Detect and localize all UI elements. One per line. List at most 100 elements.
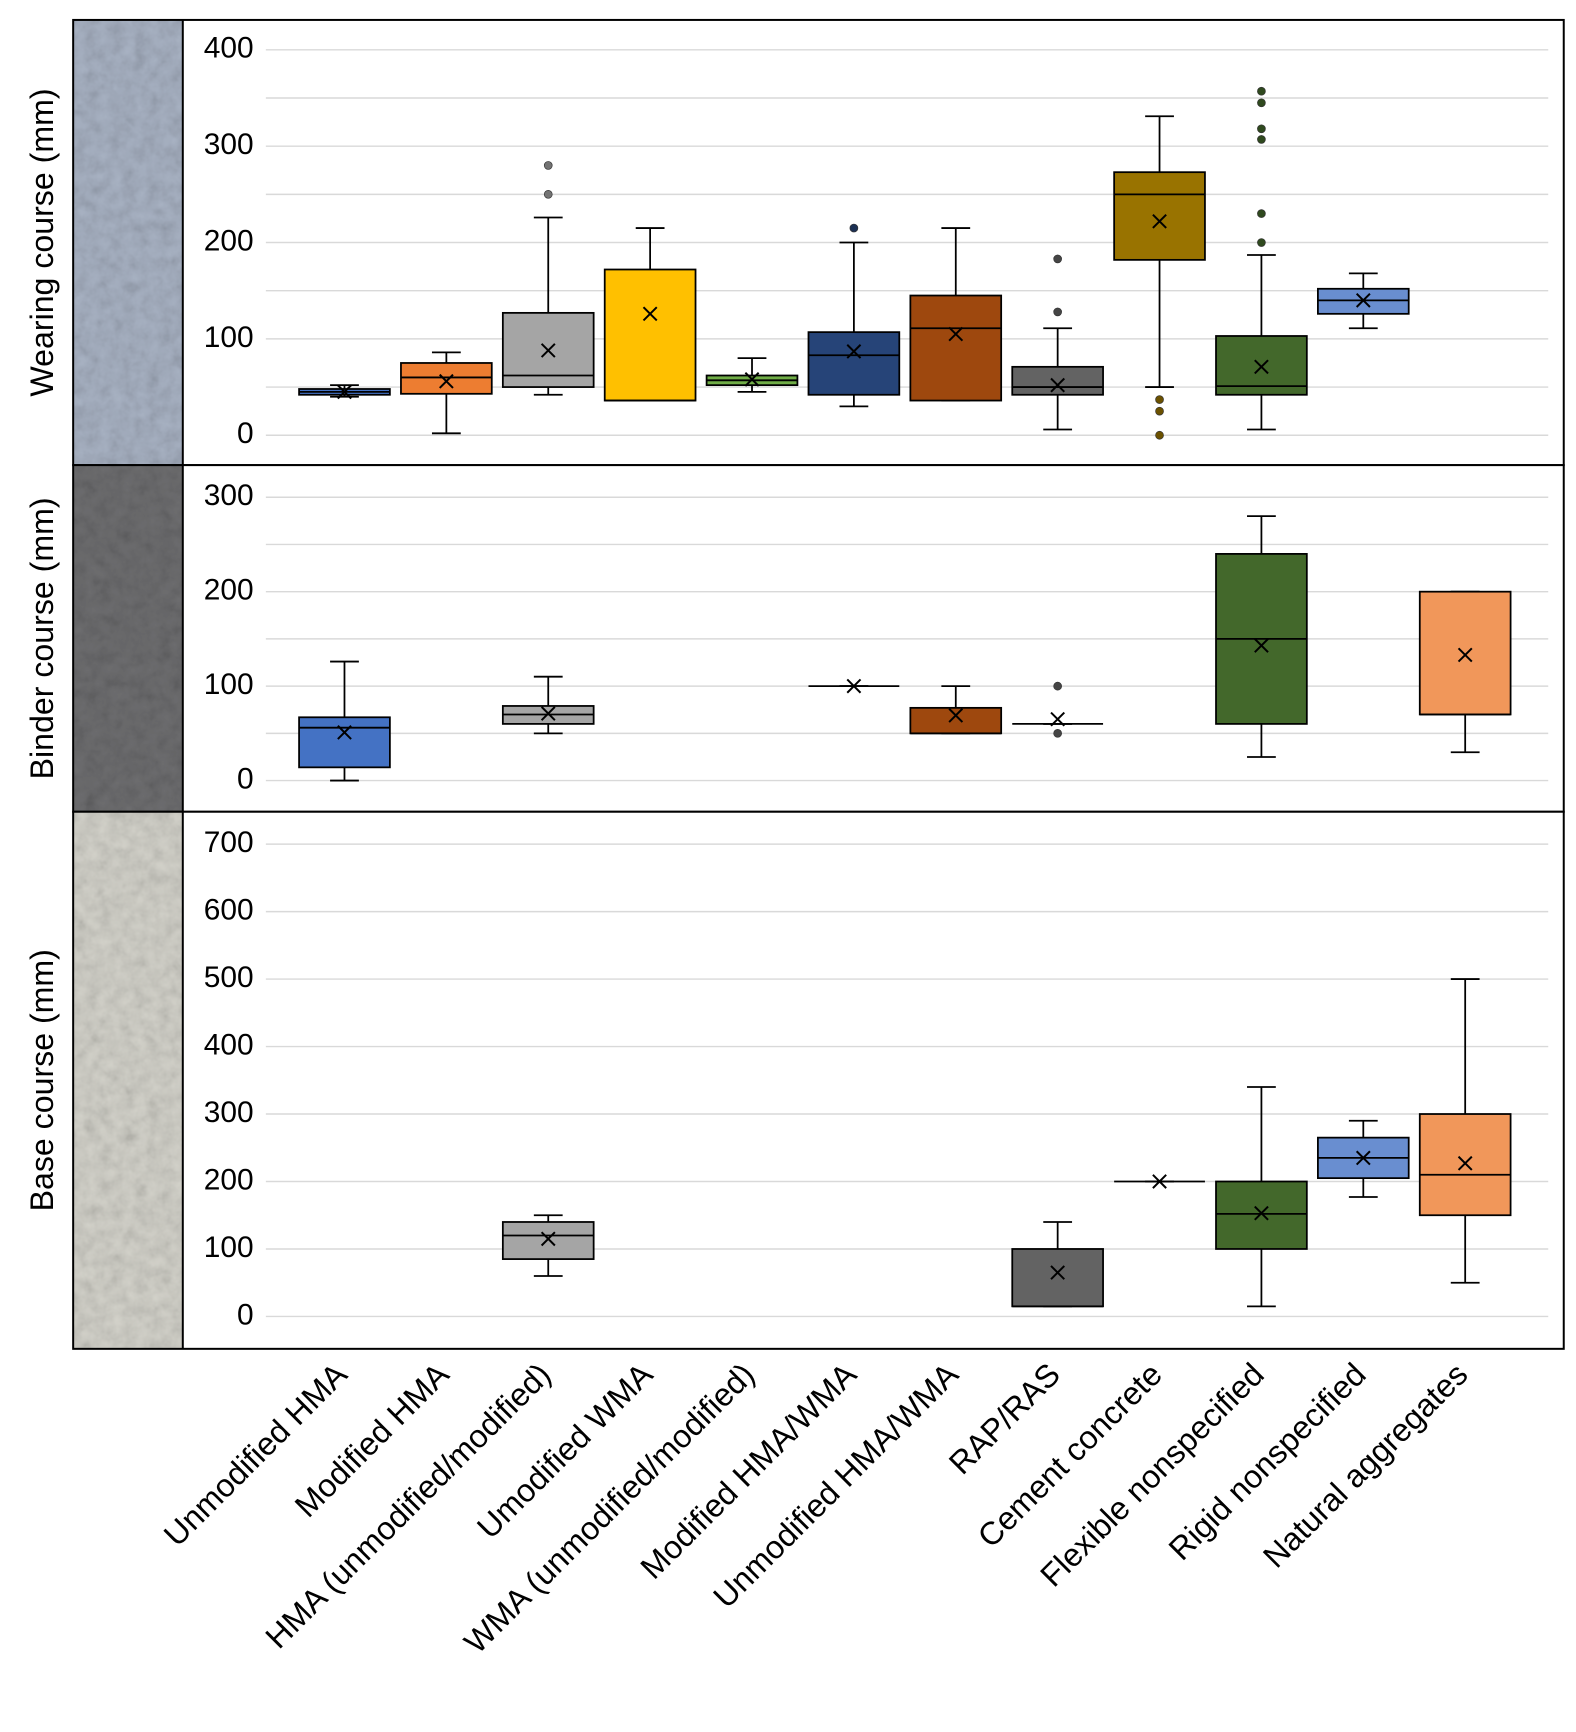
mean-marker: [337, 384, 352, 400]
box: [909, 706, 1003, 735]
box-plot: [1418, 978, 1512, 1284]
outlier: [1257, 98, 1266, 108]
y-tick-label: 300: [204, 1096, 254, 1129]
mean-marker: [1254, 1205, 1269, 1221]
box: [909, 294, 1003, 402]
box-plot: [909, 227, 1003, 402]
box-plot: [1012, 681, 1104, 738]
panel: 0 100 200 300 Binder course (mm): [24, 464, 1565, 813]
panel-frame: [72, 810, 1565, 1350]
mean-marker: [1254, 638, 1269, 653]
box-plot: [298, 384, 391, 400]
mean-marker: [1050, 1265, 1066, 1280]
box-plot: [298, 660, 391, 782]
box-plot: [909, 685, 1003, 735]
outlier: [1257, 135, 1266, 144]
outlier: [543, 161, 553, 170]
panel: 0 100 200 300 400 500 600 700 Base course (mm): [24, 810, 1565, 1350]
box: [603, 268, 697, 402]
x-tick-label: Umodified WMA: [470, 1356, 660, 1546]
panel: 0 100 200 300 400 Wearing course (mm): [24, 18, 1565, 467]
box: [501, 1221, 595, 1260]
y-tick-label: 600: [204, 893, 254, 926]
mean-marker: [642, 306, 658, 322]
y-tick-label: 0: [237, 762, 254, 795]
mean-marker: [846, 678, 862, 694]
box-plot: [705, 357, 799, 393]
box: [1215, 1180, 1308, 1250]
mean-marker: [948, 708, 964, 723]
y-tick-label: 100: [204, 321, 254, 354]
mean-marker: [948, 326, 964, 342]
box-plot: [1011, 1221, 1104, 1308]
y-tick-label: 0: [237, 417, 254, 450]
box: [298, 716, 391, 769]
y-tick-label: 100: [204, 668, 254, 701]
mean-marker: [1050, 711, 1066, 727]
mean-marker: [540, 1231, 556, 1247]
box: [1113, 171, 1206, 261]
y-tick-label: 200: [204, 574, 254, 607]
outlier: [1155, 406, 1164, 416]
outlier: [1257, 238, 1266, 247]
outlier: [1053, 307, 1062, 317]
mean-marker: [1457, 647, 1473, 663]
box: [1215, 335, 1308, 396]
box-plot: [1317, 272, 1410, 330]
box: [807, 331, 901, 396]
mean-marker: [1355, 292, 1371, 308]
mean-marker: [1254, 359, 1269, 375]
y-tick-label: 200: [204, 224, 254, 257]
outlier: [1257, 209, 1266, 218]
x-tick-label: Unmodified HMA: [157, 1356, 354, 1553]
mean-marker: [744, 372, 760, 387]
panels: 0 100 200 300 400 Wearing course (mm) 0 100 200 3…: [24, 18, 1565, 1660]
y-tick-label: 300: [204, 128, 254, 161]
box: [1418, 590, 1512, 716]
box-plot: [501, 675, 595, 735]
box-plot: [501, 161, 595, 396]
y-axis-label: Wearing course (mm): [24, 88, 60, 396]
box-plot: [400, 351, 493, 435]
outlier: [1155, 395, 1164, 404]
y-axis-label: Base course (mm): [24, 949, 60, 1211]
mean-marker: [1355, 1150, 1371, 1166]
outlier: [1053, 681, 1062, 691]
texture-strip: [73, 811, 183, 1349]
box: [400, 362, 493, 395]
outlier: [1155, 430, 1164, 440]
mean-marker: [439, 373, 454, 389]
y-tick-label: 100: [204, 1231, 254, 1264]
y-axis-label: Binder course (mm): [24, 497, 60, 779]
box-plot: [1113, 115, 1206, 440]
x-tick-label: Rigid nonspecified: [1162, 1356, 1373, 1567]
y-tick-label: 200: [204, 1163, 254, 1196]
box-plot: [1011, 254, 1104, 431]
box-plot: [808, 678, 900, 694]
box-plot: [1114, 1174, 1205, 1189]
panel-background: [73, 811, 1564, 1349]
mean-marker: [1050, 377, 1066, 393]
box-plot: [1418, 590, 1512, 754]
box: [1011, 1248, 1104, 1308]
y-tick-label: 700: [204, 826, 254, 859]
mean-marker: [846, 344, 862, 359]
outlier: [849, 223, 859, 233]
box: [1011, 365, 1104, 396]
mean-marker: [337, 725, 352, 740]
texture-strip: [73, 465, 183, 812]
y-tick-label: 400: [204, 1028, 254, 1061]
texture-strip: [73, 19, 183, 466]
outlier: [1053, 729, 1062, 738]
box-plot: [1215, 515, 1308, 758]
box-plot: [1317, 1119, 1410, 1198]
box-plot: [1215, 86, 1308, 431]
y-tick-label: 400: [204, 32, 254, 65]
x-tick-label: Cement concrete: [971, 1356, 1169, 1554]
box-plot: [501, 1214, 595, 1277]
y-tick-label: 0: [237, 1298, 254, 1331]
box-plot: [807, 223, 901, 408]
mean-marker: [1152, 213, 1167, 229]
